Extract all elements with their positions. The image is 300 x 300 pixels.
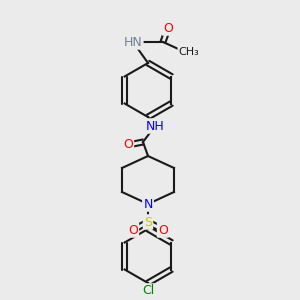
Text: O: O [163,22,173,34]
Text: O: O [128,224,138,236]
Text: N: N [143,197,153,211]
Text: Cl: Cl [142,284,154,298]
Text: CH₃: CH₃ [178,47,200,57]
Text: O: O [158,224,168,236]
Text: HN: HN [124,35,142,49]
Text: O: O [123,139,133,152]
Text: S: S [144,215,152,229]
Text: NH: NH [146,119,164,133]
